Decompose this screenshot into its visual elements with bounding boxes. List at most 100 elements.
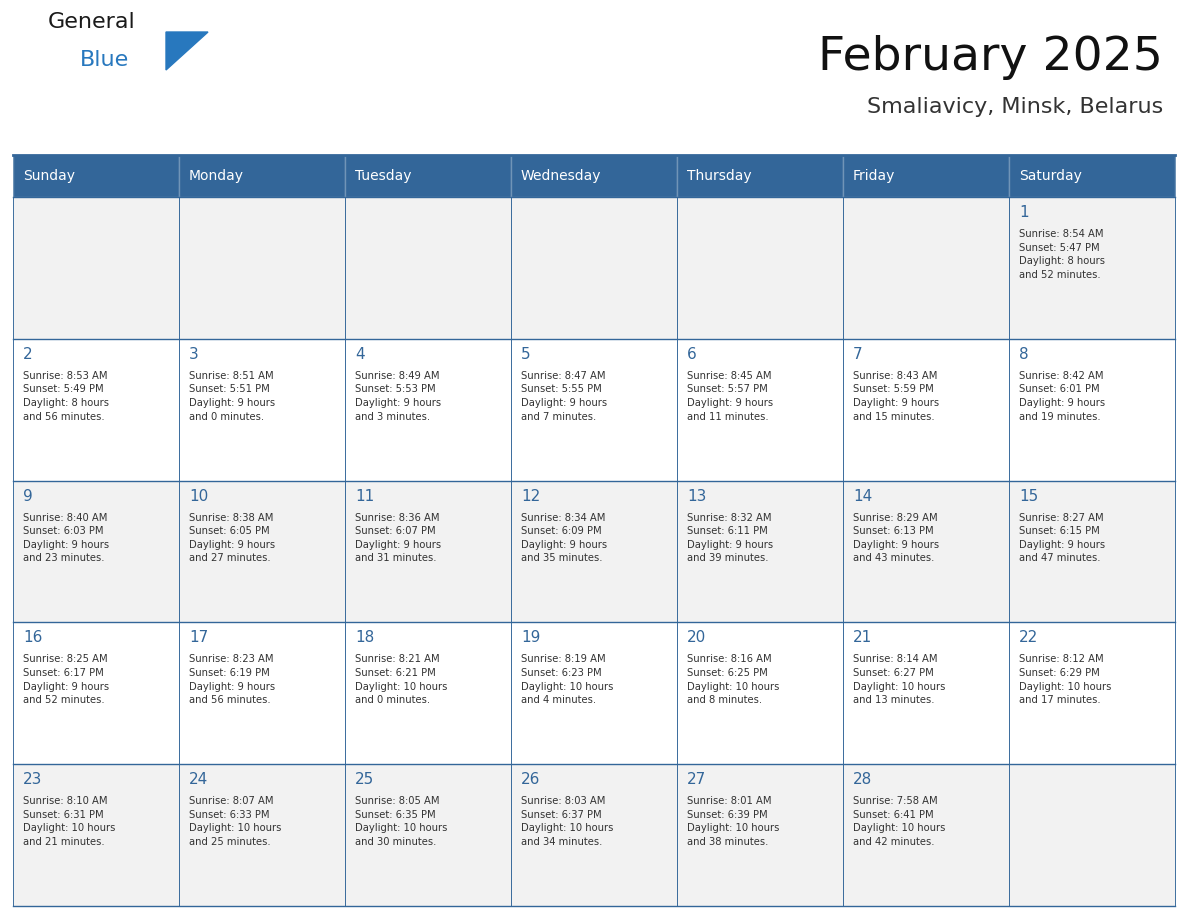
Text: 2: 2 [23, 347, 32, 362]
Text: Saturday: Saturday [1019, 169, 1082, 183]
Bar [843, 622, 1009, 764]
Bar [179, 197, 345, 339]
Text: 17: 17 [189, 631, 208, 645]
Text: Sunrise: 8:27 AM
Sunset: 6:15 PM
Daylight: 9 hours
and 47 minutes.: Sunrise: 8:27 AM Sunset: 6:15 PM Dayligh… [1019, 512, 1105, 564]
Text: 16: 16 [23, 631, 43, 645]
Text: 21: 21 [853, 631, 872, 645]
Bar [345, 155, 511, 197]
Text: Sunrise: 8:14 AM
Sunset: 6:27 PM
Daylight: 10 hours
and 13 minutes.: Sunrise: 8:14 AM Sunset: 6:27 PM Dayligh… [853, 655, 946, 705]
Text: 28: 28 [853, 772, 872, 788]
Text: Sunrise: 8:21 AM
Sunset: 6:21 PM
Daylight: 10 hours
and 0 minutes.: Sunrise: 8:21 AM Sunset: 6:21 PM Dayligh… [355, 655, 448, 705]
Bar [179, 339, 345, 481]
Polygon shape [166, 32, 208, 70]
Text: 14: 14 [853, 488, 872, 504]
Bar [179, 622, 345, 764]
Text: Thursday: Thursday [687, 169, 752, 183]
Text: 10: 10 [189, 488, 208, 504]
Text: Friday: Friday [853, 169, 896, 183]
Bar [345, 622, 511, 764]
Bar [511, 622, 677, 764]
Text: 4: 4 [355, 347, 365, 362]
Text: Sunrise: 8:05 AM
Sunset: 6:35 PM
Daylight: 10 hours
and 30 minutes.: Sunrise: 8:05 AM Sunset: 6:35 PM Dayligh… [355, 796, 448, 847]
Text: Sunrise: 8:32 AM
Sunset: 6:11 PM
Daylight: 9 hours
and 39 minutes.: Sunrise: 8:32 AM Sunset: 6:11 PM Dayligh… [687, 512, 773, 564]
Text: 8: 8 [1019, 347, 1029, 362]
Bar [511, 197, 677, 339]
Text: Sunrise: 8:23 AM
Sunset: 6:19 PM
Daylight: 9 hours
and 56 minutes.: Sunrise: 8:23 AM Sunset: 6:19 PM Dayligh… [189, 655, 276, 705]
Text: Monday: Monday [189, 169, 244, 183]
Text: Sunrise: 8:45 AM
Sunset: 5:57 PM
Daylight: 9 hours
and 11 minutes.: Sunrise: 8:45 AM Sunset: 5:57 PM Dayligh… [687, 371, 773, 421]
Bar [511, 155, 677, 197]
Text: Sunrise: 7:58 AM
Sunset: 6:41 PM
Daylight: 10 hours
and 42 minutes.: Sunrise: 7:58 AM Sunset: 6:41 PM Dayligh… [853, 796, 946, 847]
Text: General: General [48, 12, 135, 32]
Text: Sunrise: 8:42 AM
Sunset: 6:01 PM
Daylight: 9 hours
and 19 minutes.: Sunrise: 8:42 AM Sunset: 6:01 PM Dayligh… [1019, 371, 1105, 421]
Bar [677, 481, 843, 622]
Bar [1009, 339, 1175, 481]
Bar [677, 339, 843, 481]
Text: 18: 18 [355, 631, 374, 645]
Bar [843, 155, 1009, 197]
Text: Sunrise: 8:34 AM
Sunset: 6:09 PM
Daylight: 9 hours
and 35 minutes.: Sunrise: 8:34 AM Sunset: 6:09 PM Dayligh… [522, 512, 607, 564]
Bar [677, 764, 843, 906]
Bar [13, 622, 179, 764]
Text: 6: 6 [687, 347, 696, 362]
Text: Sunrise: 8:16 AM
Sunset: 6:25 PM
Daylight: 10 hours
and 8 minutes.: Sunrise: 8:16 AM Sunset: 6:25 PM Dayligh… [687, 655, 779, 705]
Bar [1009, 481, 1175, 622]
Bar [677, 622, 843, 764]
Text: 25: 25 [355, 772, 374, 788]
Text: 19: 19 [522, 631, 541, 645]
Bar [511, 481, 677, 622]
Bar [677, 197, 843, 339]
Text: Sunrise: 8:54 AM
Sunset: 5:47 PM
Daylight: 8 hours
and 52 minutes.: Sunrise: 8:54 AM Sunset: 5:47 PM Dayligh… [1019, 229, 1105, 280]
Text: 26: 26 [522, 772, 541, 788]
Bar [13, 764, 179, 906]
Text: Tuesday: Tuesday [355, 169, 411, 183]
Text: Smaliavicy, Minsk, Belarus: Smaliavicy, Minsk, Belarus [867, 97, 1163, 117]
Text: Sunrise: 8:38 AM
Sunset: 6:05 PM
Daylight: 9 hours
and 27 minutes.: Sunrise: 8:38 AM Sunset: 6:05 PM Dayligh… [189, 512, 276, 564]
Bar [511, 764, 677, 906]
Bar [345, 197, 511, 339]
Bar [843, 764, 1009, 906]
Text: 7: 7 [853, 347, 862, 362]
Text: 12: 12 [522, 488, 541, 504]
Bar [179, 481, 345, 622]
Text: 23: 23 [23, 772, 43, 788]
Bar [677, 155, 843, 197]
Bar [1009, 622, 1175, 764]
Text: Wednesday: Wednesday [522, 169, 601, 183]
Text: Sunrise: 8:53 AM
Sunset: 5:49 PM
Daylight: 8 hours
and 56 minutes.: Sunrise: 8:53 AM Sunset: 5:49 PM Dayligh… [23, 371, 109, 421]
Bar [1009, 197, 1175, 339]
Text: Sunrise: 8:51 AM
Sunset: 5:51 PM
Daylight: 9 hours
and 0 minutes.: Sunrise: 8:51 AM Sunset: 5:51 PM Dayligh… [189, 371, 276, 421]
Text: 27: 27 [687, 772, 706, 788]
Text: Sunrise: 8:47 AM
Sunset: 5:55 PM
Daylight: 9 hours
and 7 minutes.: Sunrise: 8:47 AM Sunset: 5:55 PM Dayligh… [522, 371, 607, 421]
Bar [843, 481, 1009, 622]
Text: Sunrise: 8:43 AM
Sunset: 5:59 PM
Daylight: 9 hours
and 15 minutes.: Sunrise: 8:43 AM Sunset: 5:59 PM Dayligh… [853, 371, 939, 421]
Text: Sunrise: 8:12 AM
Sunset: 6:29 PM
Daylight: 10 hours
and 17 minutes.: Sunrise: 8:12 AM Sunset: 6:29 PM Dayligh… [1019, 655, 1111, 705]
Text: Sunrise: 8:40 AM
Sunset: 6:03 PM
Daylight: 9 hours
and 23 minutes.: Sunrise: 8:40 AM Sunset: 6:03 PM Dayligh… [23, 512, 109, 564]
Text: 5: 5 [522, 347, 531, 362]
Text: 1: 1 [1019, 205, 1029, 220]
Text: Sunrise: 8:03 AM
Sunset: 6:37 PM
Daylight: 10 hours
and 34 minutes.: Sunrise: 8:03 AM Sunset: 6:37 PM Dayligh… [522, 796, 613, 847]
Text: February 2025: February 2025 [819, 35, 1163, 80]
Text: Sunrise: 8:29 AM
Sunset: 6:13 PM
Daylight: 9 hours
and 43 minutes.: Sunrise: 8:29 AM Sunset: 6:13 PM Dayligh… [853, 512, 939, 564]
Text: 22: 22 [1019, 631, 1038, 645]
Bar [13, 197, 179, 339]
Text: 9: 9 [23, 488, 33, 504]
Text: Sunrise: 8:01 AM
Sunset: 6:39 PM
Daylight: 10 hours
and 38 minutes.: Sunrise: 8:01 AM Sunset: 6:39 PM Dayligh… [687, 796, 779, 847]
Text: Sunday: Sunday [23, 169, 75, 183]
Text: 3: 3 [189, 347, 198, 362]
Text: Sunrise: 8:10 AM
Sunset: 6:31 PM
Daylight: 10 hours
and 21 minutes.: Sunrise: 8:10 AM Sunset: 6:31 PM Dayligh… [23, 796, 115, 847]
Text: 20: 20 [687, 631, 706, 645]
Bar [511, 339, 677, 481]
Text: 15: 15 [1019, 488, 1038, 504]
Bar [13, 481, 179, 622]
Text: Sunrise: 8:07 AM
Sunset: 6:33 PM
Daylight: 10 hours
and 25 minutes.: Sunrise: 8:07 AM Sunset: 6:33 PM Dayligh… [189, 796, 282, 847]
Bar [345, 481, 511, 622]
Text: 11: 11 [355, 488, 374, 504]
Bar [179, 764, 345, 906]
Text: 13: 13 [687, 488, 707, 504]
Text: Sunrise: 8:19 AM
Sunset: 6:23 PM
Daylight: 10 hours
and 4 minutes.: Sunrise: 8:19 AM Sunset: 6:23 PM Dayligh… [522, 655, 613, 705]
Bar [1009, 155, 1175, 197]
Bar [345, 339, 511, 481]
Bar [843, 197, 1009, 339]
Text: Sunrise: 8:25 AM
Sunset: 6:17 PM
Daylight: 9 hours
and 52 minutes.: Sunrise: 8:25 AM Sunset: 6:17 PM Dayligh… [23, 655, 109, 705]
